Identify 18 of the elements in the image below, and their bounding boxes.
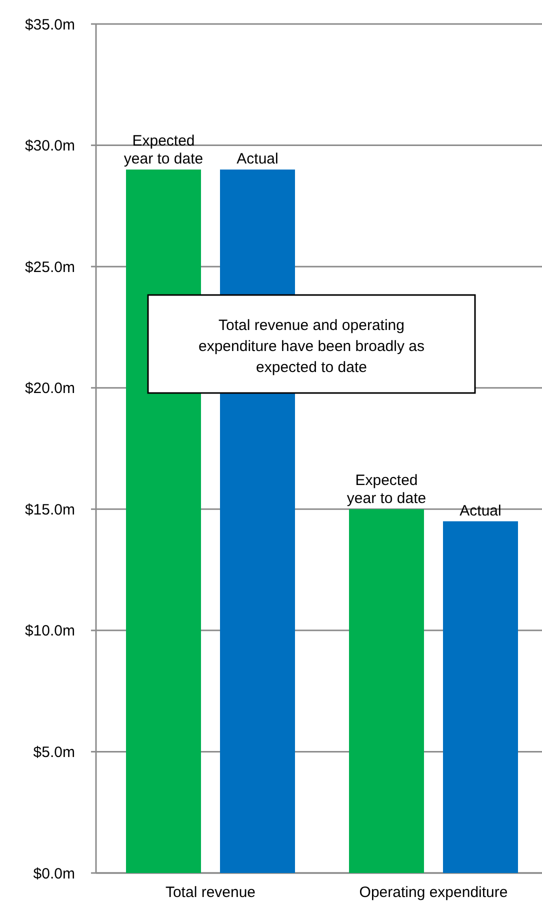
series-label: Actual	[236, 150, 278, 168]
text: Expected year to date	[346, 472, 426, 508]
note-box: Total revenue and operating expenditure have been broadly as expected to date	[147, 294, 476, 394]
bar	[443, 521, 518, 873]
text: Actual	[460, 502, 502, 520]
series-label: Expected year to date	[124, 132, 204, 168]
bar	[349, 509, 424, 873]
x-tick-label: Total revenue	[165, 884, 256, 901]
y-tick-label: $0.0m	[33, 865, 75, 882]
y-tick-label: $15.0m	[24, 501, 75, 518]
y-tick-label: $5.0m	[33, 744, 75, 761]
y-tick-label: $10.0m	[24, 622, 75, 640]
y-tick-label: $30.0m	[24, 138, 75, 155]
annotation: Total revenue and operating expenditure have been broadly as expected to date	[198, 317, 424, 376]
y-tick-label: $25.0m	[24, 258, 75, 276]
y-tick-label: $35.0m	[24, 16, 75, 34]
y-tick-label: $20.0m	[24, 380, 75, 398]
x-tick-label: Operating expenditure	[359, 884, 508, 901]
